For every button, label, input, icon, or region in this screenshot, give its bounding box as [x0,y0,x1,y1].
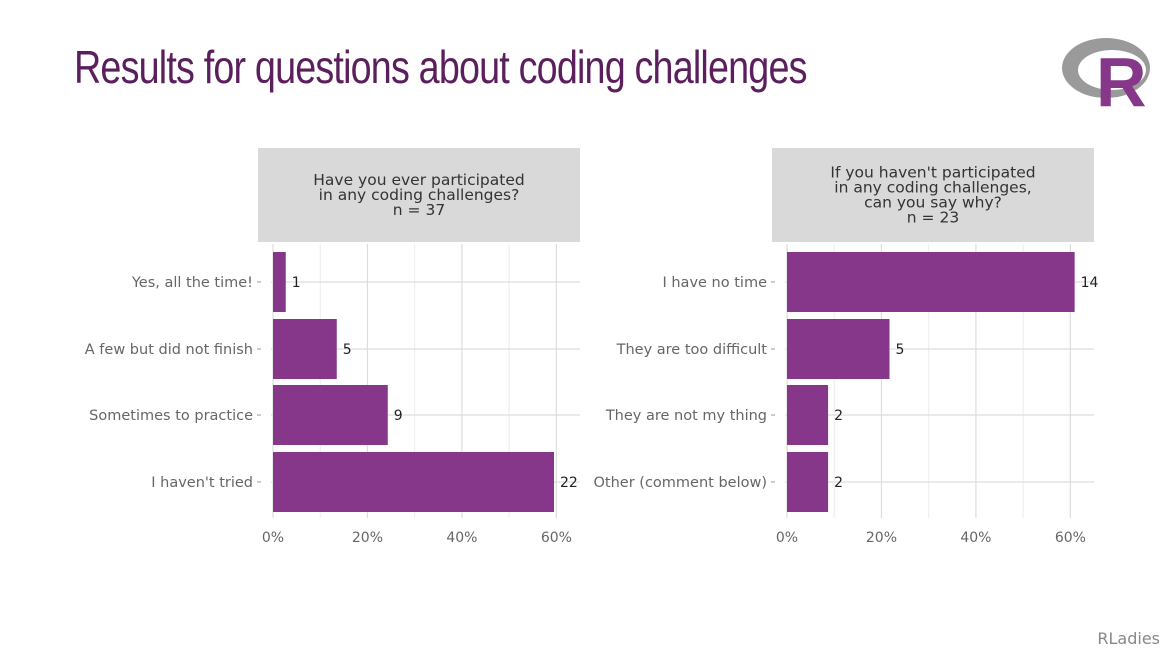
p2-facet-strip [772,148,1094,242]
p2-facet-title-line: can you say why? [864,194,1002,212]
chart-panel-participation: Have you ever participated in any coding … [0,0,620,564]
p2-x-tick-label: 20% [866,530,897,546]
p1-bar [273,319,337,379]
footer-brand: RLadies [1097,629,1160,648]
p1-facet-title-line: Have you ever participated [313,171,524,189]
p1-bar [273,252,286,312]
p2-category-label: They are too difficult [616,342,768,358]
p1-data-label: 22 [560,475,578,491]
p2-facet-title-line: in any coding challenges, [834,179,1031,197]
p1-facet-title-line: in any coding challenges? [319,186,520,204]
p1-bar [273,452,555,512]
p2-category-label: I have no time [662,275,767,291]
p1-category-label: A few but did not finish [85,342,253,358]
p2-data-label: 2 [834,475,843,491]
logo-letter: R [1096,43,1147,110]
p1-facet-title-line: n = 37 [393,201,445,219]
p2-data-label: 5 [895,342,904,358]
p1-category-label: Sometimes to practice [89,408,253,424]
r-logo-icon: R [1062,38,1150,110]
p2-x-tick-label: 0% [776,530,798,546]
p1-x-tick-label: 20% [352,530,383,546]
p2-bar [787,252,1075,312]
p2-facet-title-line: If you haven't participated [830,164,1035,182]
p2-bar [787,319,890,379]
chart-panel-reasons: If you haven't participated in any coding… [594,148,1099,546]
p1-bar [273,385,388,445]
p2-x-tick-label: 60% [1055,530,1086,546]
p1-data-label: 1 [292,275,301,291]
p2-facet-title-line: n = 23 [907,209,959,227]
p1-category-label: Yes, all the time! [131,275,253,291]
p1-category-label: I haven't tried [151,475,253,491]
p1-x-tick-label: 40% [446,530,477,546]
p2-x-tick-label: 40% [960,530,991,546]
p1-x-tick-label: 60% [541,530,572,546]
p2-category-label: Other (comment below) [594,475,767,491]
p1-data-label: 9 [394,408,403,424]
p1-x-tick-label: 0% [262,530,284,546]
p2-data-label: 14 [1081,275,1099,291]
p2-bar [787,385,829,445]
p1-data-label: 5 [343,342,352,358]
p1-facet-strip [258,148,580,242]
logo-ring-hole [1078,50,1146,90]
slide-title: Results for questions about coding chall… [74,41,807,93]
p2-bar [787,452,829,512]
p2-category-label: They are not my thing [605,408,767,424]
p2-data-label: 2 [834,408,843,424]
